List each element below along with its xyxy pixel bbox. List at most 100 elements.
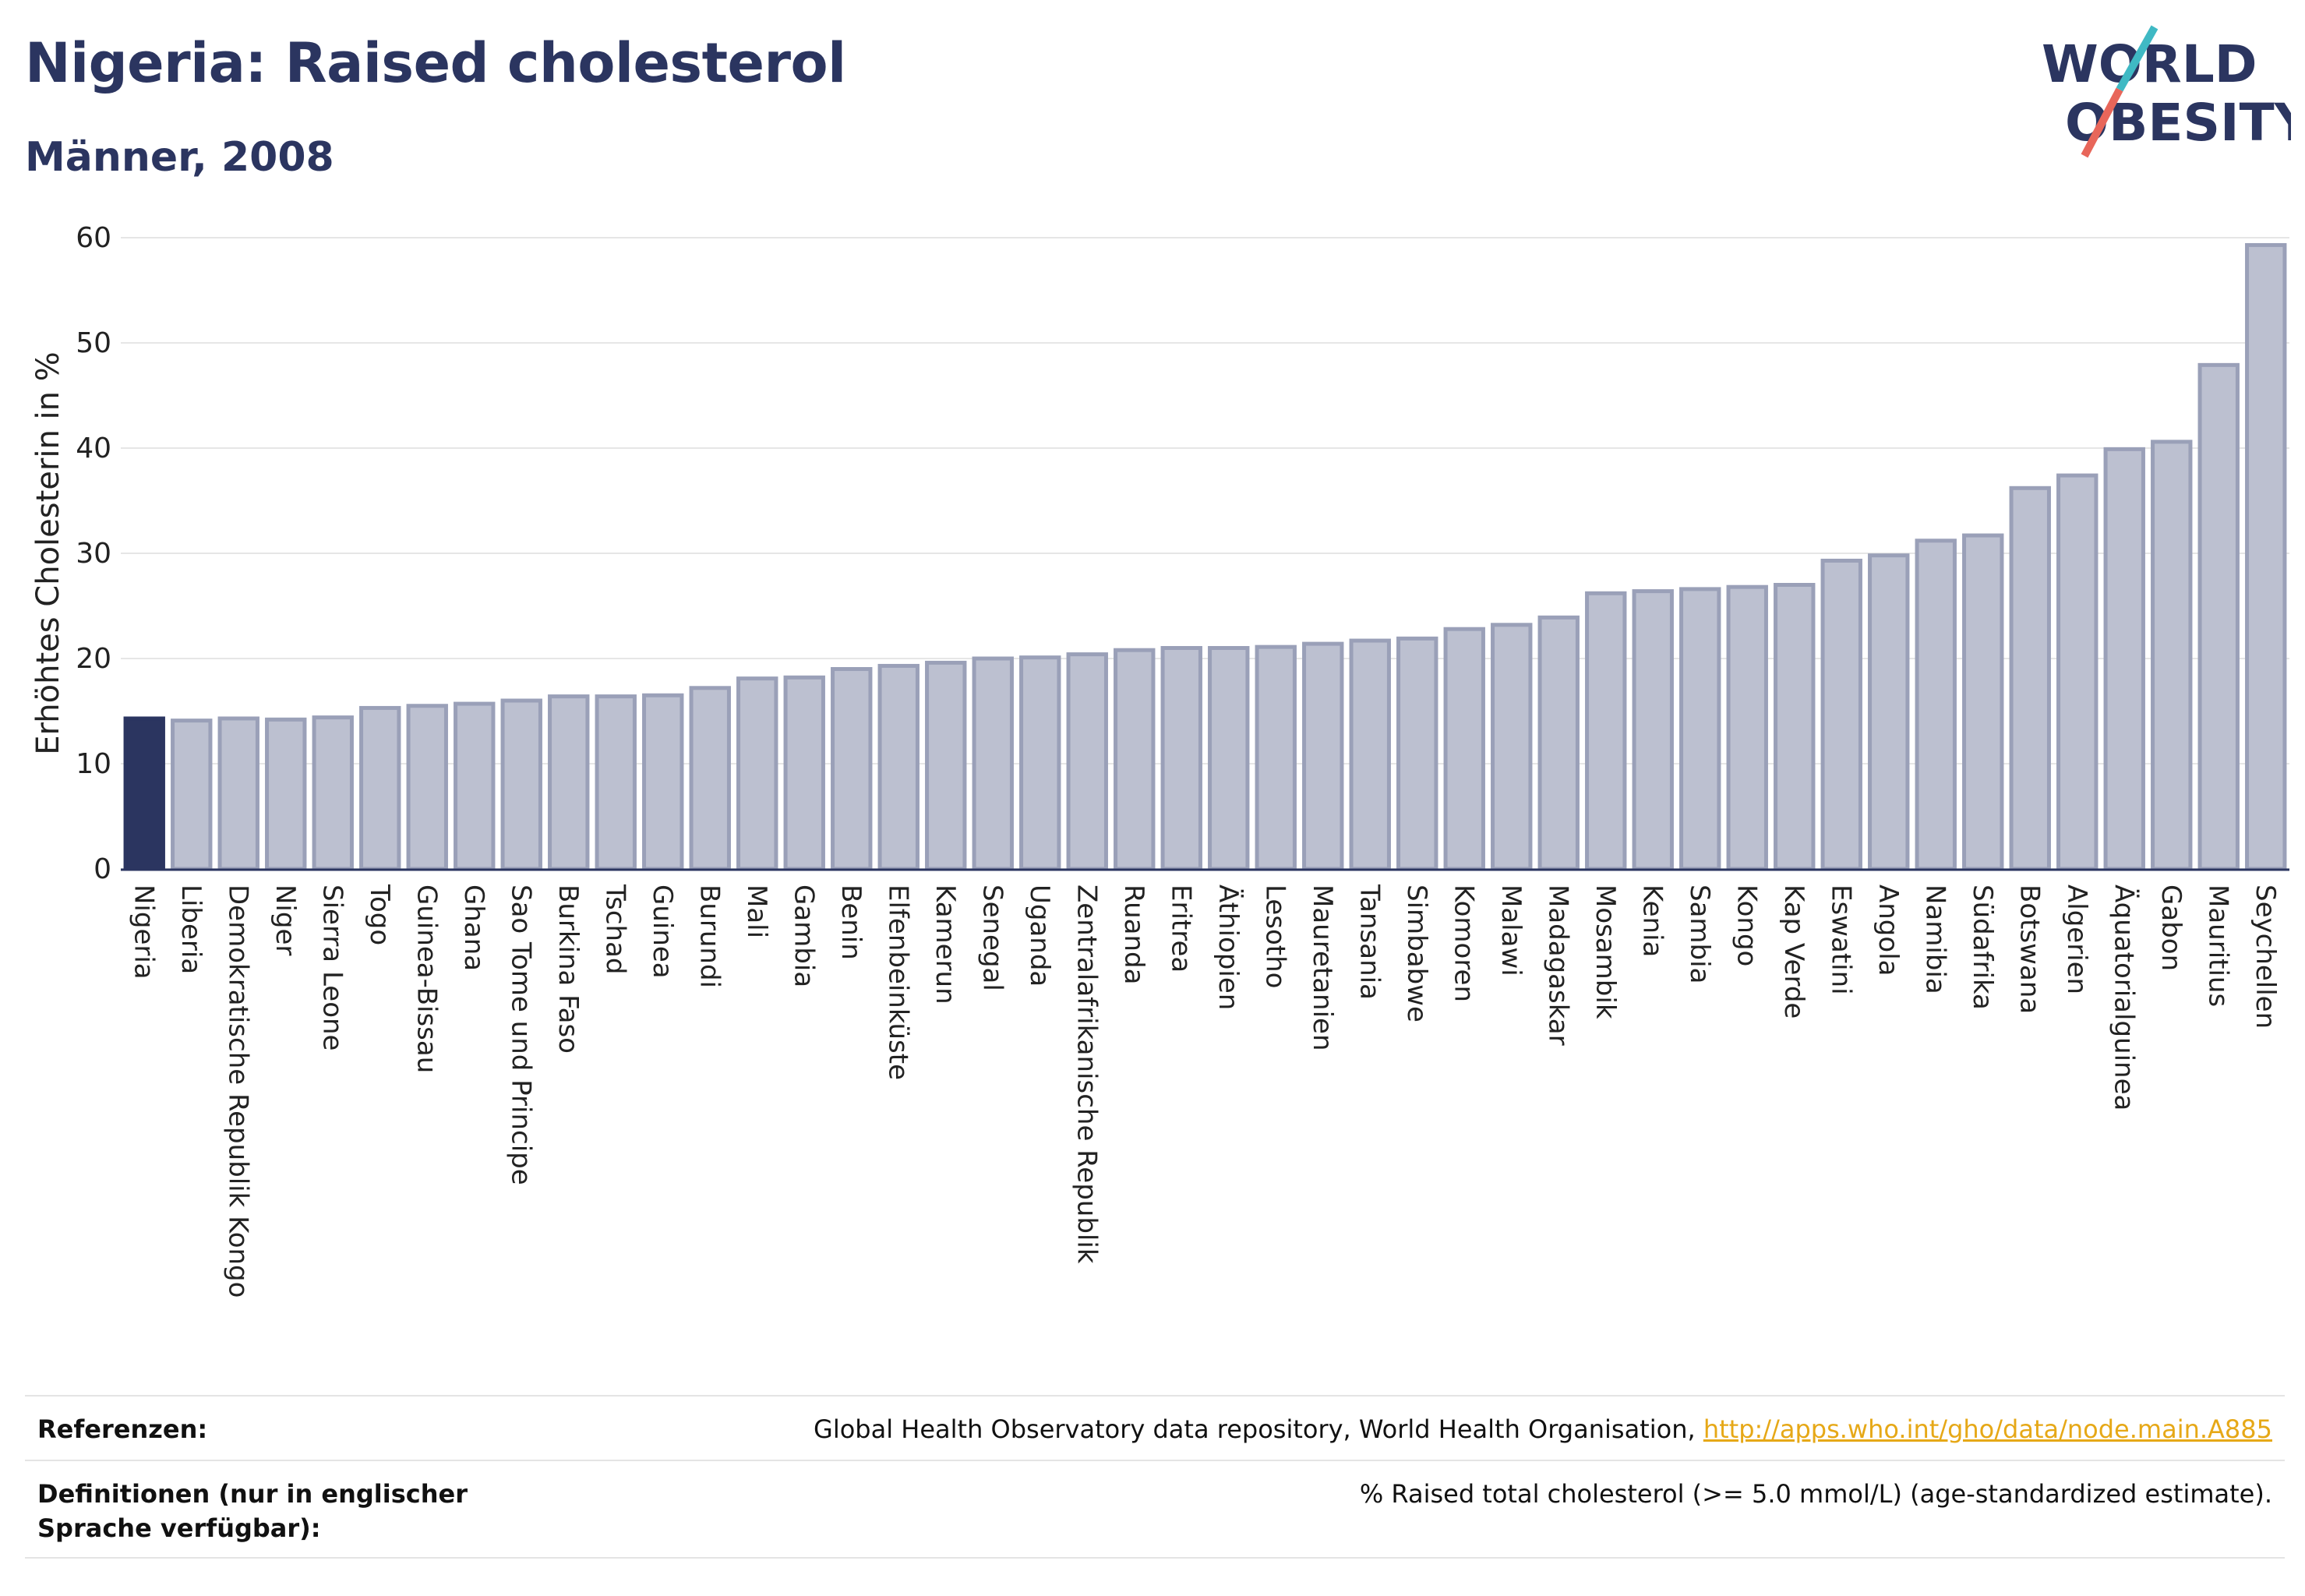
bar [2197,362,2240,871]
bar [171,719,213,871]
bar-chart: 0 10 20 30 40 50 60 Nigeria Liberia Demokratisch… [30,222,2289,1298]
bar [548,694,590,871]
references-link[interactable]: http://apps.who.int/gho/data/node.main.A… [1703,1414,2272,1444]
logo-slash-teal [2116,25,2159,92]
world-obesity-logo: WORLD OBESITY [2042,25,2291,158]
x-tick-label: Simbabwe [1401,885,1432,1022]
bar [972,656,1014,871]
bar [925,660,967,871]
references-value: Global Health Observatory data repositor… [814,1412,2272,1446]
bar [689,686,731,871]
x-tick-label: Malawi [1495,885,1527,976]
x-tick-label: Kap Verde [1778,885,1809,1019]
bar [1774,583,1816,871]
bar [1255,644,1297,871]
footer-divider-bottom [25,1557,2285,1559]
definitions-value: % Raised total cholesterol (>= 5.0 mmol/… [1359,1479,2272,1509]
x-tick-label: Kenia [1636,885,1668,957]
x-tick-label: Burkina Faso [552,885,584,1054]
chart-subtitle: Männer, 2008 [25,134,334,181]
y-tick-label: 30 [76,538,111,570]
x-tick-label: Mali [741,885,772,938]
y-axis-ticks: 0 10 20 30 40 50 60 [76,222,111,885]
x-tick-label: Kongo [1731,885,1762,966]
bar [642,693,684,871]
x-tick-label: Uganda [1024,885,1055,987]
bar [2103,447,2145,871]
bar [217,716,259,871]
x-tick-label: Nigeria [128,885,159,980]
bar [831,667,873,871]
bar [877,663,920,871]
x-tick-label: Mauritius [2202,885,2233,1007]
x-tick-label: Ruanda [1118,885,1149,984]
x-tick-label: Kamerun [930,885,961,1005]
x-tick-label: Botswana [2014,885,2045,1014]
x-tick-label: Sao Tome und Principe [505,885,536,1185]
x-tick-label: Madagaskar [1542,885,1573,1046]
bar [1160,646,1202,871]
x-tick-label: Äquatorialguinea [2108,885,2139,1110]
y-tick-label: 60 [76,222,111,254]
x-tick-label: Gambia [788,885,819,987]
bar [1302,641,1344,871]
bar [2056,473,2099,871]
x-tick-label: Benin [835,885,867,960]
x-tick-label: Burundi [694,885,725,988]
bar [2245,242,2287,871]
x-tick-label: Lesotho [1259,885,1290,988]
bar [1820,558,1862,871]
x-tick-label: Senegal [976,885,1008,991]
x-tick-label: Namibia [1919,885,1950,994]
definitions-label: Definitionen (nur in englischer Sprache … [37,1479,468,1543]
bar [123,716,165,871]
x-tick-label: Zentralafrikanische Republik [1071,885,1102,1264]
x-tick-label: Eritrea [1165,885,1196,973]
x-tick-label: Äthiopien [1213,885,1244,1010]
x-tick-label: Ghana [458,885,489,971]
x-tick-label: Komoren [1448,885,1479,1002]
x-tick-label: Sierra Leone [316,885,348,1050]
y-tick-label: 0 [94,853,111,885]
bar [1726,584,1768,871]
x-tick-label: Mosambik [1590,885,1621,1019]
x-tick-label: Niger [270,885,301,955]
bar [454,701,496,871]
x-tick-label: Sambia [1684,885,1715,983]
chart-title: Nigeria: Raised cholesterol [25,31,846,95]
x-tick-label: Demokratische Republik Kongo [222,885,253,1298]
bar [312,715,354,871]
references-text: Global Health Observatory data repositor… [814,1414,1703,1444]
bar [1208,646,1250,871]
definitions-row: Definitionen (nur in englischer Sprache … [25,1477,2285,1555]
x-tick-label: Elfenbeinküste [882,885,913,1080]
bars [123,242,2287,871]
bar [265,717,307,871]
x-axis-labels: Nigeria Liberia Demokratische Republik Kon… [128,884,2281,1298]
bar [1585,591,1627,871]
bar [2009,486,2051,871]
bar [1632,589,1674,871]
x-tick-label: Mauretanien [1307,885,1338,1051]
bar [1537,615,1580,871]
x-tick-label: Algerien [2061,885,2092,994]
y-tick-label: 20 [76,643,111,675]
x-tick-label: Tschad [599,884,630,975]
x-tick-label: Angola [1873,885,1904,976]
y-axis-label: Erhöhtes Cholesterin in % [30,351,66,754]
x-tick-label: Togo [364,884,395,945]
references-row: Referenzen: Global Health Observatory da… [25,1412,2285,1459]
bar [359,705,401,871]
bar [1066,652,1108,871]
bar [2151,440,2193,871]
bar [1396,636,1438,871]
bar [1491,623,1533,871]
bar [1114,648,1156,871]
x-tick-label: Guinea-Bissau [411,885,442,1073]
x-tick-label: Eswatini [1825,885,1856,995]
bar [595,694,637,871]
footer-divider-top [25,1395,2285,1396]
bar [1679,587,1721,871]
footer-divider-mid [25,1460,2285,1461]
x-tick-label: Guinea [647,885,678,979]
